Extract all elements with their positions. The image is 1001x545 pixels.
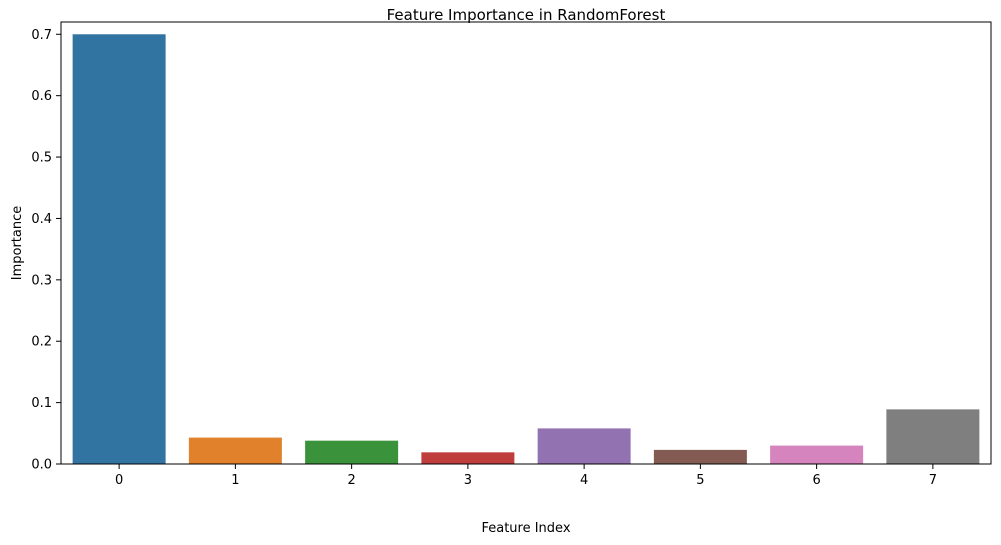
x-tick-label: 6 bbox=[812, 473, 820, 488]
bar-feature-5 bbox=[653, 449, 747, 464]
y-tick-label: 0.4 bbox=[31, 212, 52, 227]
y-tick-label: 0.1 bbox=[31, 396, 52, 411]
y-tick-label: 0.2 bbox=[31, 335, 52, 350]
y-tick-label: 0.6 bbox=[31, 89, 52, 104]
y-tick-label: 0.3 bbox=[31, 273, 52, 288]
bar-feature-6 bbox=[770, 445, 864, 464]
bar-feature-4 bbox=[537, 428, 631, 464]
x-tick-label: 7 bbox=[929, 473, 937, 488]
bar-feature-2 bbox=[305, 440, 399, 464]
bar-feature-3 bbox=[421, 452, 515, 464]
bar-feature-1 bbox=[188, 437, 282, 464]
y-axis-label: Importance bbox=[10, 206, 25, 281]
bars-group bbox=[72, 34, 980, 465]
x-tick-label: 2 bbox=[347, 473, 355, 488]
plot-frame bbox=[60, 21, 992, 465]
x-tick-label: 4 bbox=[580, 473, 588, 488]
y-tick-label: 0.5 bbox=[31, 151, 52, 166]
x-tick-label: 3 bbox=[464, 473, 472, 488]
x-axis-label: Feature Index bbox=[481, 521, 570, 536]
chart-title: Feature Importance in RandomForest bbox=[387, 6, 666, 24]
y-tick-label: 0.7 bbox=[31, 28, 52, 43]
x-tick-label: 1 bbox=[231, 473, 239, 488]
bar-feature-7 bbox=[886, 409, 980, 464]
bar-feature-0 bbox=[72, 34, 166, 465]
x-tick-label: 0 bbox=[115, 473, 123, 488]
x-tick-label: 5 bbox=[696, 473, 704, 488]
x-axis-ticks: 0 1 2 3 4 5 6 7 bbox=[115, 464, 937, 488]
y-tick-label: 0.0 bbox=[31, 458, 52, 473]
y-axis-ticks: 0.0 0.1 0.2 0.3 0.4 0.5 0.6 0.7 bbox=[31, 28, 61, 473]
